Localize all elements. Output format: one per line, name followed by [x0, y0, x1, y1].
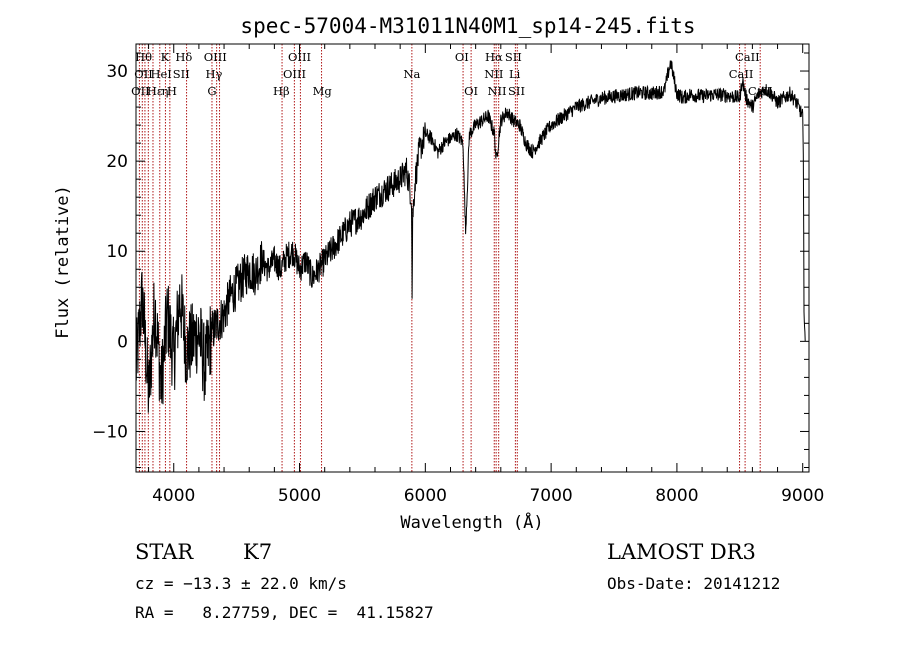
x-axis-label: Wavelength (Å)	[400, 511, 543, 533]
plot-frame	[135, 43, 810, 473]
spectrum-line	[135, 60, 806, 413]
y-axis-label: Flux (relative)	[53, 185, 73, 339]
line-label: η	[161, 84, 168, 98]
emission-line-markers	[138, 44, 761, 472]
spectrum-layer	[135, 60, 806, 413]
x-tick-label: 7000	[529, 486, 572, 506]
x-tick-label: 8000	[655, 486, 698, 506]
x-tick-label: 9000	[781, 486, 824, 506]
line-label: Hβ	[273, 84, 290, 98]
line-label: Mg	[313, 84, 333, 98]
line-label: CaII	[729, 67, 754, 81]
line-label: CaII	[735, 50, 760, 64]
line-label: HeI	[150, 67, 171, 81]
y-tick-label: 10	[106, 242, 128, 262]
line-label: OI	[455, 50, 469, 64]
redshift-label: cz = −13.3 ± 22.0 km/s	[135, 574, 347, 593]
y-axis-ticks: −10 0 10 20 30	[92, 52, 809, 468]
coordinates-label: RA = 8.27759, DEC = 41.15827	[135, 603, 434, 622]
line-label: Li	[509, 67, 521, 81]
obs-date-label: Obs-Date: 20141212	[607, 574, 781, 593]
line-label: Na	[403, 67, 420, 81]
line-label: Hα	[485, 50, 503, 64]
line-label: Hδ	[175, 50, 192, 64]
x-tick-label: 5000	[278, 486, 321, 506]
line-label: SII	[173, 67, 190, 81]
line-label: K	[161, 50, 170, 64]
subclass-label: K7	[243, 540, 273, 564]
line-label: SII	[508, 84, 525, 98]
line-label: G	[207, 84, 216, 98]
line-label: Hε	[147, 84, 163, 98]
y-tick-label: −10	[92, 422, 128, 442]
line-label: SII	[505, 50, 522, 64]
line-label: Hγ	[206, 67, 223, 81]
y-tick-label: 20	[106, 152, 128, 172]
x-tick-label: 6000	[404, 486, 447, 506]
classification-label: STAR	[135, 540, 194, 564]
line-label: OII	[134, 67, 153, 81]
chart-title: spec-57004-M31011N40M1_sp14-245.fits	[240, 14, 695, 38]
line-label: NII	[487, 84, 506, 98]
x-tick-label: 4000	[152, 486, 195, 506]
line-label: NII	[484, 67, 503, 81]
line-label: OIII	[283, 67, 306, 81]
line-label: OIII	[288, 50, 311, 64]
line-label: H	[167, 84, 177, 98]
x-axis-ticks: 4000 5000 6000 7000 8000 9000	[148, 44, 824, 506]
line-label: OIII	[204, 50, 227, 64]
survey-label: LAMOST DR3	[607, 540, 756, 564]
line-label: Hθ	[135, 50, 152, 64]
y-tick-label: 0	[117, 332, 128, 352]
y-tick-label: 30	[106, 62, 128, 82]
line-label: OI	[464, 84, 478, 98]
